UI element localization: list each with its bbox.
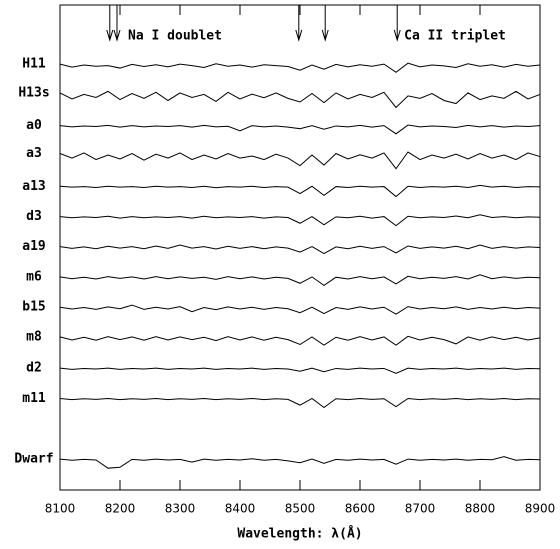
line-marker [295,5,303,42]
x-tick-label: 8500 [285,502,316,516]
series-label: m11 [22,391,46,406]
line-marker [393,5,401,42]
annotation: Na I doublet [128,29,222,44]
series-label: a13 [22,179,45,194]
spectrum [59,244,541,255]
spectrum [59,90,541,109]
spectrum [59,397,541,409]
x-tick-label: 8200 [105,502,136,516]
spectrum [59,184,541,198]
series-label: b15 [22,300,45,315]
spectrum [59,274,541,286]
series-label: H11 [22,57,46,72]
spectrum [59,214,541,227]
plot-frame [59,4,541,491]
series-label: m6 [26,269,42,284]
spectrum [59,304,541,315]
x-tick-label: 8700 [405,502,436,516]
x-tick-label: 8300 [165,502,196,516]
series-label: a19 [22,239,45,254]
series-label: a3 [26,146,42,161]
series-label: d3 [26,209,42,224]
spectrum [59,335,541,346]
annotation: Ca II triplet [404,29,506,44]
line-marker [113,5,121,42]
line-marker [106,5,114,42]
series-label: Dwarf [14,452,53,467]
spectrum [59,124,541,135]
x-tick-label: 8600 [345,502,376,516]
spectrum [59,62,541,73]
series-label: d2 [26,361,42,376]
series-label: a0 [26,118,42,133]
spectrum [59,367,541,374]
x-tick-label: 8400 [225,502,256,516]
series-label: m8 [26,329,42,344]
x-tick-label: 8100 [45,502,76,516]
spectrum [59,151,541,170]
x-axis-label: Wavelength: λ(Å) [237,526,362,542]
series-label: H13s [18,85,49,100]
line-marker [321,5,329,42]
spectrum [59,456,541,469]
x-tick-label: 8800 [465,502,496,516]
x-tick-label: 8900 [525,502,556,516]
